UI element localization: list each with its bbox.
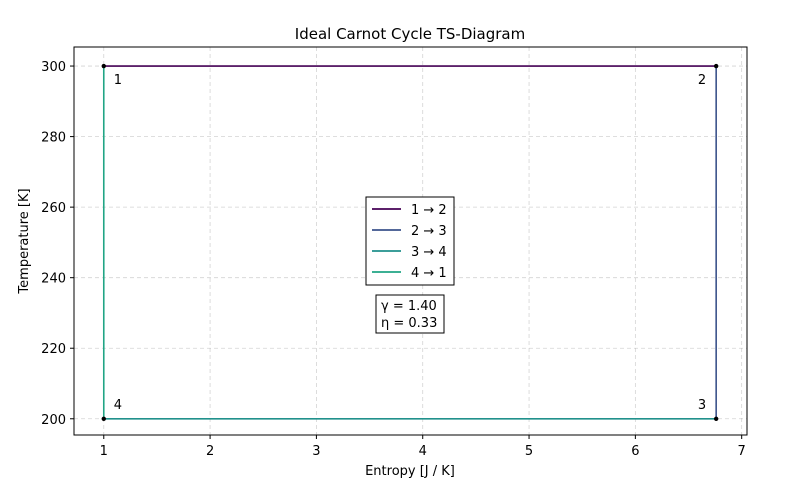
state-point-label: 4 (114, 398, 122, 413)
legend-label-4-1: 4 → 1 (411, 266, 447, 281)
state-point-marker (713, 416, 719, 421)
y-tick-label: 300 (41, 60, 66, 75)
state-point-label: 1 (114, 73, 122, 88)
y-tick-label: 280 (41, 131, 66, 146)
x-axis-label: Entropy [J / K] (365, 464, 455, 479)
legend-box (365, 196, 455, 286)
y-tick-label: 240 (41, 272, 66, 287)
y-tick-label: 200 (41, 413, 66, 428)
state-point-marker (101, 416, 106, 421)
x-tick-label: 1 (100, 444, 108, 459)
x-tick-label: 5 (525, 444, 533, 459)
efficiency-value: η = 0.33 (381, 316, 437, 331)
plot-frame (73, 46, 748, 436)
state-point-label: 3 (698, 398, 706, 413)
legend: 1 → 2 2 → 3 3 → 4 4 → 1 (365, 196, 455, 286)
legend-label-3-4: 3 → 4 (411, 245, 447, 260)
info-box-frame (375, 294, 445, 334)
x-tick-label: 6 (631, 444, 639, 459)
state-point-marker (101, 63, 106, 69)
y-axis-label: Temperature [K] (17, 188, 32, 294)
axis-ticks: 1 2 3 4 5 6 7 200 220 240 260 280 300 (41, 60, 746, 459)
series-lines (102, 65, 717, 420)
state-point-label: 2 (698, 73, 706, 88)
x-tick-label: 2 (206, 444, 214, 459)
x-tick-label: 4 (419, 444, 427, 459)
legend-label-2-3: 2 → 3 (411, 224, 447, 239)
chart-title: Ideal Carnot Cycle TS-Diagram (295, 25, 525, 43)
point-labels: 1 2 3 4 (114, 73, 706, 413)
legend-label-1-2: 1 → 2 (411, 203, 447, 218)
y-tick-label: 220 (41, 342, 66, 357)
cycle-info-box: γ = 1.40 η = 0.33 (375, 294, 445, 334)
x-tick-label: 3 (312, 444, 320, 459)
x-tick-label: 7 (738, 444, 746, 459)
gamma-value: γ = 1.40 (381, 299, 437, 314)
y-tick-label: 260 (41, 201, 66, 216)
point-markers (101, 63, 719, 421)
state-point-marker (713, 63, 719, 69)
